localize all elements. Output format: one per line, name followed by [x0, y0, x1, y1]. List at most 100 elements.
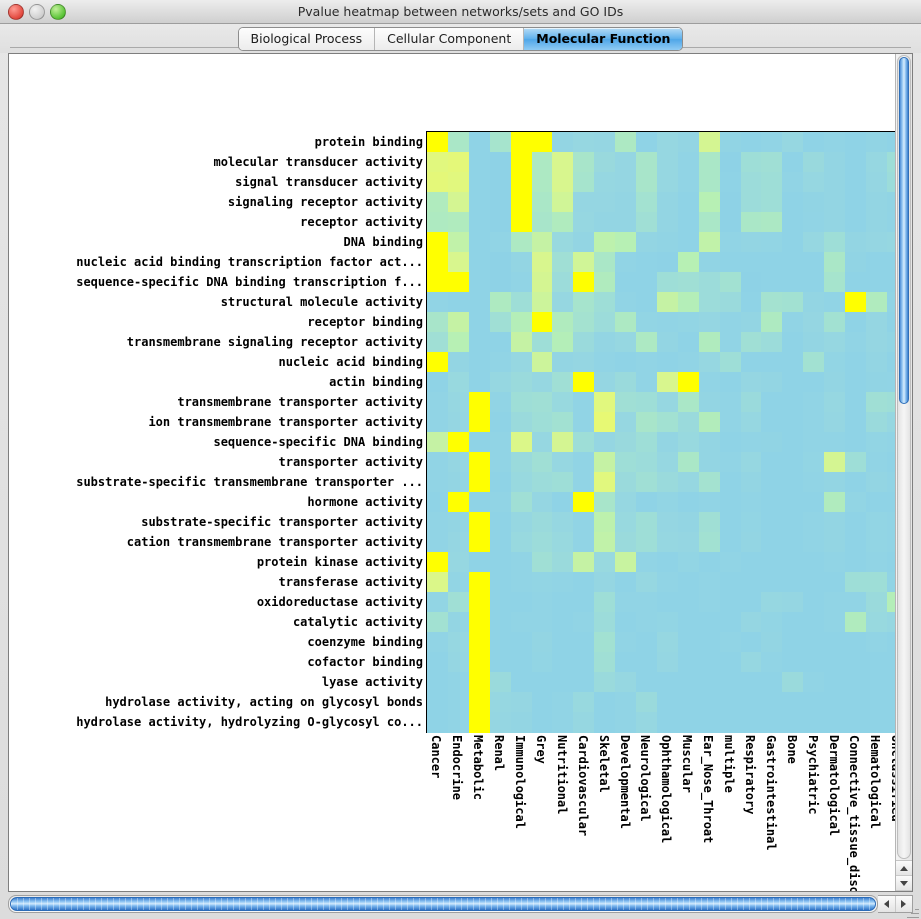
- heatmap-cell[interactable]: [886, 412, 895, 433]
- heatmap-cell[interactable]: [427, 412, 449, 433]
- heatmap-cell[interactable]: [677, 292, 700, 313]
- heatmap-cell[interactable]: [447, 332, 470, 353]
- heatmap-cell[interactable]: [552, 292, 574, 313]
- heatmap-cell[interactable]: [427, 232, 449, 253]
- heatmap-cell[interactable]: [427, 272, 449, 293]
- heatmap-cell[interactable]: [698, 152, 721, 173]
- heatmap-cell[interactable]: [531, 212, 553, 233]
- heatmap-cell[interactable]: [740, 652, 762, 673]
- heatmap-cell[interactable]: [427, 372, 449, 393]
- heatmap-cell[interactable]: [573, 252, 595, 273]
- heatmap-cell[interactable]: [656, 332, 679, 353]
- heatmap-cell[interactable]: [552, 212, 574, 233]
- heatmap-cell[interactable]: [698, 432, 721, 453]
- heatmap-cell[interactable]: [636, 712, 658, 733]
- heatmap-cell[interactable]: [761, 652, 783, 673]
- heatmap-cell[interactable]: [636, 672, 658, 693]
- heatmap-cell[interactable]: [573, 652, 595, 673]
- heatmap-cell[interactable]: [636, 492, 658, 513]
- heatmap-cell[interactable]: [886, 712, 895, 733]
- heatmap-cell[interactable]: [677, 672, 700, 693]
- vertical-scrollbar[interactable]: [895, 54, 912, 891]
- heatmap-cell[interactable]: [782, 712, 804, 733]
- heatmap-cell[interactable]: [427, 492, 449, 513]
- heatmap-cell[interactable]: [698, 672, 721, 693]
- heatmap-cell[interactable]: [740, 192, 762, 213]
- heatmap-cell[interactable]: [615, 132, 637, 153]
- heatmap-cell[interactable]: [447, 412, 470, 433]
- heatmap-cell[interactable]: [803, 212, 825, 233]
- heatmap-cell[interactable]: [636, 612, 658, 633]
- heatmap-cell[interactable]: [447, 232, 470, 253]
- heatmap-cell[interactable]: [740, 472, 762, 493]
- heatmap-cell[interactable]: [615, 552, 637, 573]
- heatmap-cell[interactable]: [510, 452, 533, 473]
- heatmap-cell[interactable]: [594, 372, 616, 393]
- heatmap-cell[interactable]: [803, 632, 825, 653]
- heatmap-cell[interactable]: [740, 452, 762, 473]
- heatmap-cell[interactable]: [656, 552, 679, 573]
- heatmap-cell[interactable]: [594, 312, 616, 333]
- heatmap-cell[interactable]: [531, 712, 553, 733]
- heatmap-cell[interactable]: [845, 332, 867, 353]
- heatmap-cell[interactable]: [510, 232, 533, 253]
- heatmap-cell[interactable]: [740, 232, 762, 253]
- heatmap-cell[interactable]: [531, 412, 553, 433]
- heatmap-cell[interactable]: [761, 312, 783, 333]
- heatmap-cell[interactable]: [427, 152, 449, 173]
- heatmap-cell[interactable]: [845, 152, 867, 173]
- heatmap-cell[interactable]: [865, 412, 888, 433]
- heatmap-cell[interactable]: [468, 232, 491, 253]
- heatmap-cell[interactable]: [886, 312, 895, 333]
- heatmap-cell[interactable]: [719, 312, 742, 333]
- heatmap-cell[interactable]: [510, 132, 533, 153]
- heatmap-cell[interactable]: [845, 592, 867, 613]
- heatmap-cell[interactable]: [677, 392, 700, 413]
- heatmap-cell[interactable]: [824, 332, 846, 353]
- heatmap-cell[interactable]: [761, 512, 783, 533]
- heatmap-cell[interactable]: [531, 152, 553, 173]
- heatmap-cell[interactable]: [782, 592, 804, 613]
- heatmap-cell[interactable]: [677, 412, 700, 433]
- heatmap-cell[interactable]: [824, 312, 846, 333]
- heatmap-cell[interactable]: [782, 432, 804, 453]
- heatmap-cell[interactable]: [615, 592, 637, 613]
- heatmap-cell[interactable]: [531, 532, 553, 553]
- heatmap-cell[interactable]: [510, 552, 533, 573]
- heatmap-cell[interactable]: [573, 272, 595, 293]
- heatmap-cell[interactable]: [719, 672, 742, 693]
- heatmap-cell[interactable]: [719, 492, 742, 513]
- heatmap-cell[interactable]: [865, 452, 888, 473]
- heatmap-cell[interactable]: [656, 172, 679, 193]
- heatmap-cell[interactable]: [845, 292, 867, 313]
- heatmap-cell[interactable]: [803, 432, 825, 453]
- heatmap-cell[interactable]: [427, 192, 449, 213]
- heatmap-cell[interactable]: [468, 712, 491, 733]
- heatmap-cell[interactable]: [489, 392, 512, 413]
- heatmap-cell[interactable]: [740, 672, 762, 693]
- scroll-right-arrow[interactable]: [896, 896, 913, 912]
- heatmap-cell[interactable]: [468, 652, 491, 673]
- heatmap-cell[interactable]: [782, 212, 804, 233]
- heatmap-cell[interactable]: [552, 372, 574, 393]
- heatmap-cell[interactable]: [489, 252, 512, 273]
- heatmap-cell[interactable]: [782, 252, 804, 273]
- heatmap-cell[interactable]: [594, 172, 616, 193]
- heatmap-cell[interactable]: [761, 192, 783, 213]
- heatmap-cell[interactable]: [719, 652, 742, 673]
- heatmap-cell[interactable]: [886, 192, 895, 213]
- heatmap-cell[interactable]: [886, 632, 895, 653]
- heatmap-cell[interactable]: [427, 512, 449, 533]
- heatmap-cell[interactable]: [656, 152, 679, 173]
- heatmap-cell[interactable]: [677, 312, 700, 333]
- scroll-left-arrow[interactable]: [878, 896, 896, 912]
- heatmap-cell[interactable]: [845, 712, 867, 733]
- heatmap-cell[interactable]: [656, 592, 679, 613]
- heatmap-cell[interactable]: [510, 692, 533, 713]
- heatmap-cell[interactable]: [615, 712, 637, 733]
- heatmap-cell[interactable]: [427, 592, 449, 613]
- heatmap-cell[interactable]: [594, 252, 616, 273]
- heatmap-cell[interactable]: [573, 292, 595, 313]
- heatmap-cell[interactable]: [865, 392, 888, 413]
- heatmap-cell[interactable]: [886, 252, 895, 273]
